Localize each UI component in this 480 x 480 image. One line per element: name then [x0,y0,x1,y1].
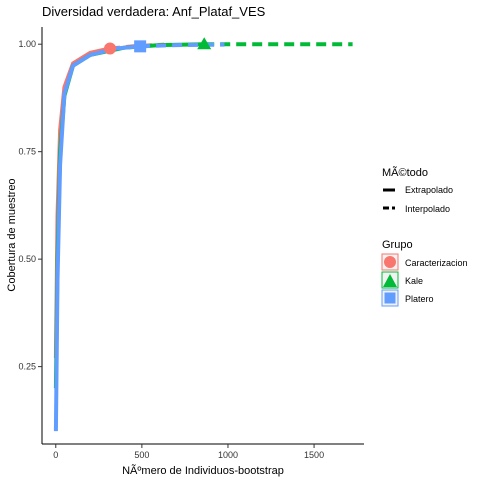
marker-layer [104,37,212,55]
point-kale [197,37,212,50]
series-platero-interpolated [53,44,141,432]
legend-group-title: Grupo [382,239,413,251]
x-tick-label: 1500 [304,450,324,460]
legend-circle-icon [384,256,396,268]
y-tick-label: 1.00 [18,39,36,49]
legend-method: MÃ©todo Extrapolado Interpolado [382,166,453,214]
legend-label-interpolado: Interpolado [405,204,450,214]
legend-label-platero: Platero [405,294,434,304]
x-tick-label: 1000 [218,450,238,460]
point-caracterizacion [104,42,117,55]
chart-title: Diversidad verdadera: Anf_Plataf_VES [42,4,266,19]
legend-method-title: MÃ©todo [382,166,428,179]
x-ticks: 0 500 1000 1500 [53,444,324,460]
legend-square-icon [384,292,396,304]
y-axis-title: Cobertura de muestreo [6,178,18,291]
legend-label-caracterizacion: Caracterizacion [405,258,468,268]
y-tick-label: 0.50 [18,254,36,264]
y-tick-label: 0.75 [18,147,36,157]
legend-label-kale: Kale [405,276,423,286]
x-tick-label: 500 [134,450,149,460]
legend-label-extrapolado: Extrapolado [405,185,453,195]
series-layer [53,42,353,432]
y-tick-label: 0.25 [18,362,36,372]
y-ticks: 0.25 0.50 0.75 1.00 [18,39,42,372]
legend-group: Grupo Caracterizacion Kale Platero [381,239,468,307]
x-axis-title: NÃºmero de Individuos-bootstrap [122,464,284,477]
point-platero [134,40,147,53]
plot-area: 0 500 1000 1500 0.25 0.50 0.75 1.00 [18,27,364,460]
x-tick-label: 0 [53,450,58,460]
series-kale-interpolated [53,42,205,389]
legend-triangle-icon [383,274,397,287]
